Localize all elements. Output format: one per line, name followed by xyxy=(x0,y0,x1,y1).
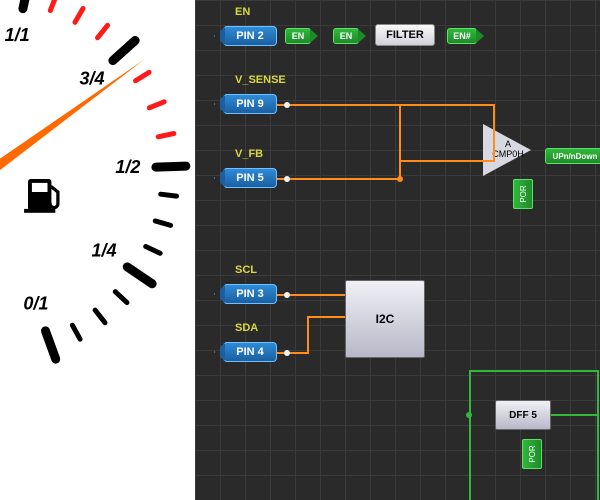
comparator-top-text: A xyxy=(505,139,511,149)
wire-orange[interactable] xyxy=(307,316,345,318)
fuel-gauge-svg: 1/1 3/4 1/2 1/4 0/1 xyxy=(0,0,195,500)
junction-dot xyxy=(284,292,290,298)
pin-block-9[interactable]: PIN 9 xyxy=(223,94,277,114)
gauge-fraction-label: 1/2 xyxy=(115,157,140,177)
wire-orange[interactable] xyxy=(277,178,401,180)
net-label-scl[interactable]: SCL xyxy=(235,264,257,276)
junction-dot xyxy=(397,176,403,182)
wire-orange[interactable] xyxy=(277,104,493,106)
gauge-fraction-label: 0/1 xyxy=(23,294,48,314)
gauge-fraction-label: 1/4 xyxy=(92,240,117,260)
gauge-fraction-label: 1/1 xyxy=(5,25,30,45)
wire-green[interactable] xyxy=(551,414,597,416)
signal-en-sharp[interactable]: EN# xyxy=(447,28,477,44)
pin-block-2[interactable]: PIN 2 xyxy=(223,26,277,46)
wire-orange[interactable] xyxy=(399,160,493,162)
wire-orange[interactable] xyxy=(493,104,495,162)
wire-green[interactable] xyxy=(597,370,599,500)
junction-dot xyxy=(284,102,290,108)
wire-orange[interactable] xyxy=(307,316,309,354)
por-tag-dff[interactable]: POR xyxy=(522,439,542,469)
junction-dot xyxy=(284,350,290,356)
wire-orange[interactable] xyxy=(277,352,307,354)
por-tag-cmp[interactable]: POR xyxy=(513,179,533,209)
signal-en-in[interactable]: EN xyxy=(333,28,359,44)
pin-block-4[interactable]: PIN 4 xyxy=(223,342,277,362)
junction-dot xyxy=(284,176,290,182)
signal-up-ndown[interactable]: UPn/nDown xyxy=(545,148,600,164)
net-label-sda[interactable]: SDA xyxy=(235,322,258,334)
fuel-pump-icon xyxy=(24,179,58,213)
wire-orange[interactable] xyxy=(399,104,401,178)
pin-block-3[interactable]: PIN 3 xyxy=(223,284,277,304)
fuel-gauge-panel: 1/1 3/4 1/2 1/4 0/1 xyxy=(0,0,195,500)
gauge-fraction-label: 3/4 xyxy=(80,68,105,88)
comparator-main-text: CMP0H xyxy=(492,149,524,159)
signal-en-out[interactable]: EN xyxy=(285,28,311,44)
block-i2c[interactable]: I2C xyxy=(345,280,425,358)
net-label-vsense[interactable]: V_SENSE xyxy=(235,74,286,86)
block-dff5[interactable]: DFF 5 xyxy=(495,400,551,430)
net-label-vfb[interactable]: V_FB xyxy=(235,148,263,160)
junction-dot xyxy=(466,412,472,418)
block-filter[interactable]: FILTER xyxy=(375,24,435,46)
wire-green[interactable] xyxy=(469,370,471,500)
pin-block-5[interactable]: PIN 5 xyxy=(223,168,277,188)
comparator-label: A CMP0H xyxy=(491,140,525,160)
schematic-editor[interactable]: EN V_SENSE V_FB SCL SDA PIN 2 PIN 9 PIN … xyxy=(195,0,600,500)
wire-green[interactable] xyxy=(469,370,599,372)
net-label-en[interactable]: EN xyxy=(235,6,250,18)
